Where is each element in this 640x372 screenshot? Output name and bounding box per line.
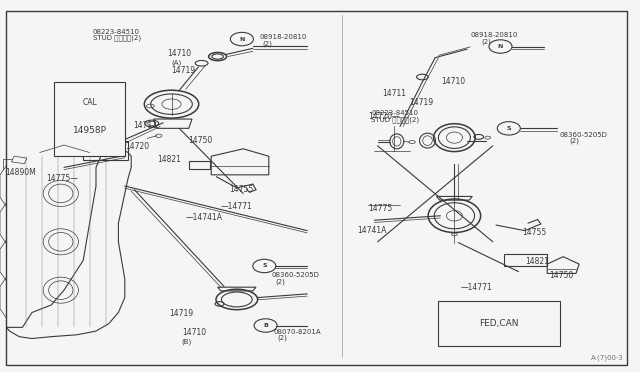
Text: A·(7)00·3: A·(7)00·3 bbox=[591, 355, 624, 361]
Text: —14771: —14771 bbox=[221, 202, 253, 211]
Text: 14821: 14821 bbox=[525, 257, 549, 266]
Text: N: N bbox=[239, 36, 244, 42]
Text: 14755: 14755 bbox=[229, 185, 253, 194]
Text: N: N bbox=[498, 44, 503, 49]
Text: 14720: 14720 bbox=[125, 142, 150, 151]
Text: STUD スタッド(2): STUD スタッド(2) bbox=[371, 116, 419, 123]
Text: S: S bbox=[262, 263, 267, 269]
Text: (2): (2) bbox=[262, 40, 272, 47]
Text: 14750: 14750 bbox=[549, 271, 573, 280]
Text: 14710: 14710 bbox=[168, 49, 192, 58]
Text: 14711: 14711 bbox=[382, 89, 406, 97]
Text: 08918-20810: 08918-20810 bbox=[470, 32, 518, 38]
Text: —14741A: —14741A bbox=[186, 213, 223, 222]
Polygon shape bbox=[438, 301, 560, 346]
Text: (2): (2) bbox=[570, 138, 579, 144]
Text: (B): (B) bbox=[182, 339, 192, 345]
Text: 14750: 14750 bbox=[188, 136, 212, 145]
Text: 08223-84510: 08223-84510 bbox=[93, 29, 140, 35]
Text: STUD スタッド(2): STUD スタッド(2) bbox=[93, 35, 141, 41]
Text: 14775—: 14775— bbox=[46, 174, 78, 183]
Text: (2): (2) bbox=[481, 39, 491, 45]
Text: B: B bbox=[263, 323, 268, 328]
Text: (2): (2) bbox=[275, 278, 285, 285]
Text: —14771: —14771 bbox=[461, 283, 493, 292]
Text: 08070-8201A: 08070-8201A bbox=[274, 329, 321, 335]
Text: 14719: 14719 bbox=[169, 309, 193, 318]
Text: 14710: 14710 bbox=[442, 77, 466, 86]
Text: 08918-20810: 08918-20810 bbox=[259, 34, 307, 40]
Text: 08223-84510: 08223-84510 bbox=[371, 110, 418, 116]
Text: 14711: 14711 bbox=[133, 121, 157, 130]
Text: 14821: 14821 bbox=[157, 155, 180, 164]
Text: 14710: 14710 bbox=[182, 328, 206, 337]
Text: FED,CAN: FED,CAN bbox=[479, 319, 519, 328]
Text: 14775: 14775 bbox=[368, 204, 392, 213]
Text: 14741A: 14741A bbox=[357, 226, 387, 235]
Text: 08360-5205D: 08360-5205D bbox=[272, 272, 320, 278]
Text: (2): (2) bbox=[277, 335, 287, 341]
Polygon shape bbox=[6, 11, 627, 365]
Text: 14755: 14755 bbox=[522, 228, 547, 237]
Text: 14720—: 14720— bbox=[368, 112, 400, 121]
Text: S: S bbox=[506, 126, 511, 131]
Text: CAL: CAL bbox=[82, 98, 97, 107]
Text: 14890M: 14890M bbox=[5, 169, 36, 177]
Text: 08360-5205D: 08360-5205D bbox=[560, 132, 608, 138]
Polygon shape bbox=[54, 82, 125, 156]
Text: 14958P: 14958P bbox=[72, 126, 107, 135]
Text: 14719: 14719 bbox=[172, 66, 196, 75]
Text: (A): (A) bbox=[172, 60, 182, 66]
Text: 14719: 14719 bbox=[410, 98, 434, 107]
